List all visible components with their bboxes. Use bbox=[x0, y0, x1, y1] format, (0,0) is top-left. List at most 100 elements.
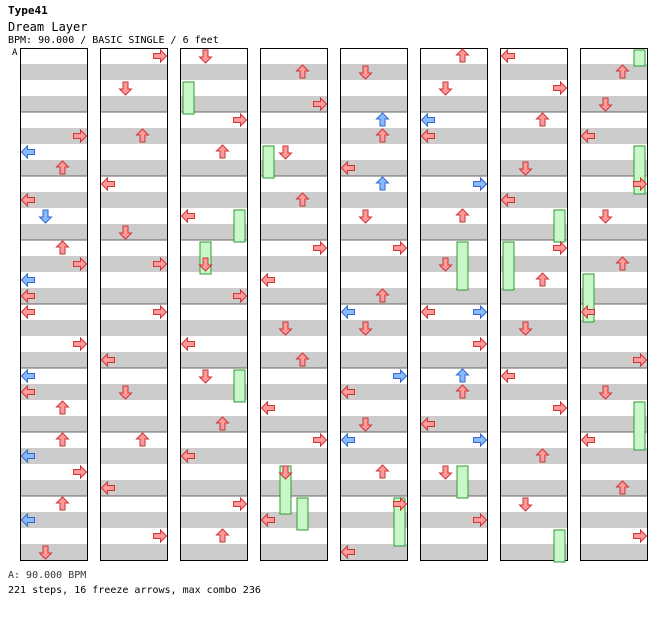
arrow-right bbox=[553, 400, 568, 416]
stripe bbox=[260, 160, 328, 176]
arrow-up bbox=[615, 256, 630, 271]
stripe bbox=[420, 64, 488, 80]
arrow-right bbox=[153, 304, 168, 320]
stripe bbox=[580, 128, 648, 144]
stripe bbox=[500, 512, 568, 528]
stripe bbox=[580, 512, 648, 528]
freeze-arrow bbox=[553, 529, 566, 563]
arrow-left bbox=[20, 144, 35, 160]
stripe bbox=[340, 160, 408, 176]
stripe bbox=[100, 320, 168, 336]
stripe bbox=[100, 512, 168, 528]
arrow-right bbox=[553, 80, 568, 96]
arrow-up bbox=[535, 112, 550, 127]
stripe bbox=[420, 256, 488, 272]
stripe bbox=[260, 544, 328, 560]
arrow-down bbox=[278, 321, 293, 336]
stripe bbox=[580, 384, 648, 400]
stripe bbox=[340, 96, 408, 112]
chart-column bbox=[180, 48, 248, 561]
arrow-right bbox=[73, 128, 88, 144]
stripe bbox=[20, 416, 88, 432]
arrow-down bbox=[38, 209, 53, 224]
arrow-up bbox=[375, 112, 390, 127]
arrow-up bbox=[55, 432, 70, 447]
arrow-down bbox=[518, 161, 533, 176]
column-border bbox=[180, 48, 248, 561]
chart-column bbox=[340, 48, 408, 561]
arrow-right bbox=[633, 176, 648, 192]
arrow-left bbox=[180, 208, 195, 224]
stripe bbox=[500, 544, 568, 560]
arrow-up bbox=[535, 272, 550, 287]
arrow-left bbox=[180, 336, 195, 352]
stripe bbox=[20, 256, 88, 272]
arrow-down bbox=[118, 385, 133, 400]
freeze-arrow bbox=[633, 401, 646, 451]
arrow-up bbox=[535, 448, 550, 463]
column-border bbox=[500, 48, 568, 561]
stripe bbox=[340, 416, 408, 432]
stripe bbox=[260, 96, 328, 112]
stripe bbox=[580, 352, 648, 368]
stripe bbox=[420, 160, 488, 176]
column-border bbox=[100, 48, 168, 561]
arrow-right bbox=[233, 112, 248, 128]
stripe bbox=[500, 288, 568, 304]
arrow-up bbox=[215, 416, 230, 431]
arrow-down bbox=[198, 369, 213, 384]
stripe bbox=[100, 384, 168, 400]
stripe bbox=[260, 320, 328, 336]
arrow-left bbox=[420, 416, 435, 432]
arrow-left bbox=[100, 480, 115, 496]
arrow-down bbox=[358, 209, 373, 224]
arrow-down bbox=[118, 225, 133, 240]
arrow-right bbox=[73, 464, 88, 480]
arrow-down bbox=[598, 97, 613, 112]
arrow-up bbox=[375, 176, 390, 191]
column-border bbox=[580, 48, 648, 561]
stripe bbox=[100, 256, 168, 272]
arrow-up bbox=[455, 384, 470, 399]
stripe bbox=[340, 128, 408, 144]
arrow-down bbox=[198, 49, 213, 64]
stripe bbox=[340, 448, 408, 464]
freeze-arrow bbox=[233, 369, 246, 403]
column-border bbox=[340, 48, 408, 561]
arrow-right bbox=[233, 288, 248, 304]
arrow-right bbox=[553, 240, 568, 256]
stripe bbox=[340, 480, 408, 496]
stripe bbox=[420, 416, 488, 432]
stripe bbox=[420, 480, 488, 496]
stripe bbox=[500, 224, 568, 240]
arrow-down bbox=[598, 209, 613, 224]
stripe bbox=[580, 64, 648, 80]
arrow-left bbox=[180, 448, 195, 464]
stripe bbox=[260, 256, 328, 272]
stripe bbox=[180, 512, 248, 528]
arrow-down bbox=[438, 257, 453, 272]
arrow-down bbox=[278, 145, 293, 160]
stripe bbox=[580, 256, 648, 272]
freeze-arrow bbox=[502, 241, 515, 291]
arrow-left bbox=[340, 544, 355, 560]
artist-name: Type41 bbox=[8, 4, 48, 17]
stripe bbox=[420, 384, 488, 400]
stripe bbox=[260, 416, 328, 432]
stripe bbox=[420, 96, 488, 112]
stripe bbox=[420, 224, 488, 240]
stripe bbox=[180, 128, 248, 144]
stripe bbox=[580, 416, 648, 432]
stripe bbox=[180, 320, 248, 336]
stripe bbox=[500, 96, 568, 112]
stripe bbox=[180, 448, 248, 464]
arrow-right bbox=[633, 528, 648, 544]
stripe bbox=[100, 128, 168, 144]
arrow-up bbox=[55, 240, 70, 255]
stripe bbox=[500, 192, 568, 208]
stripe bbox=[180, 288, 248, 304]
arrow-up bbox=[55, 496, 70, 511]
stripe bbox=[260, 480, 328, 496]
stripe bbox=[100, 480, 168, 496]
